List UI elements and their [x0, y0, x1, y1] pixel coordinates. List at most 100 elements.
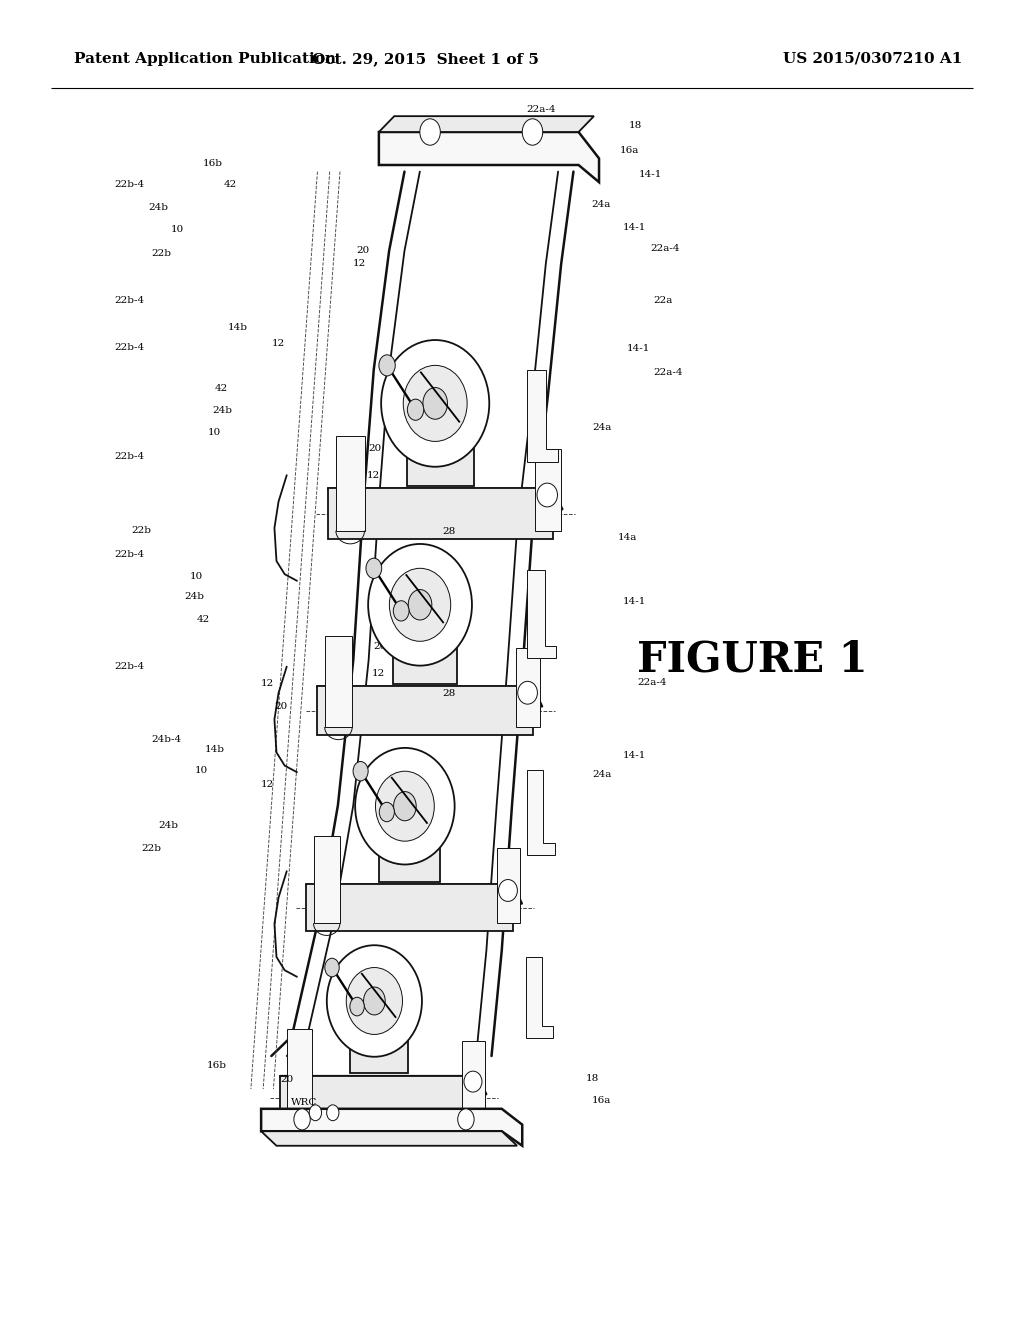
Text: 28: 28 — [442, 414, 456, 422]
Text: 14b: 14b — [205, 746, 225, 754]
Text: 22a-4: 22a-4 — [650, 244, 680, 252]
Text: 22a: 22a — [653, 297, 673, 305]
Text: 14a: 14a — [617, 533, 637, 541]
Text: 20: 20 — [281, 1076, 294, 1084]
Text: 22b: 22b — [141, 845, 162, 853]
Polygon shape — [393, 610, 469, 623]
Polygon shape — [280, 1076, 486, 1094]
Circle shape — [379, 803, 394, 822]
Circle shape — [458, 1109, 474, 1130]
Text: Patent Application Publication: Patent Application Publication — [74, 51, 336, 66]
Text: 12: 12 — [261, 780, 274, 788]
Text: 24b: 24b — [159, 821, 179, 829]
Ellipse shape — [403, 366, 467, 441]
Ellipse shape — [369, 544, 472, 665]
Circle shape — [420, 119, 440, 145]
Circle shape — [393, 792, 416, 821]
Polygon shape — [261, 1109, 522, 1146]
Ellipse shape — [499, 879, 517, 902]
Ellipse shape — [464, 1071, 482, 1092]
Ellipse shape — [389, 569, 451, 642]
Polygon shape — [526, 770, 555, 855]
Text: 20: 20 — [356, 247, 370, 255]
Text: 14-1: 14-1 — [639, 170, 663, 178]
Text: 14-1: 14-1 — [623, 223, 646, 231]
Text: 22b: 22b — [152, 249, 172, 257]
Text: 10: 10 — [171, 226, 184, 234]
Text: 24b: 24b — [148, 203, 169, 211]
Polygon shape — [316, 686, 543, 706]
Polygon shape — [526, 957, 553, 1038]
Text: 24b: 24b — [212, 407, 232, 414]
Polygon shape — [336, 436, 365, 531]
Circle shape — [393, 601, 409, 620]
Text: 10: 10 — [195, 767, 208, 775]
Circle shape — [423, 388, 447, 420]
Text: WRC: WRC — [291, 1098, 317, 1106]
Text: 10: 10 — [189, 573, 203, 581]
Text: 14-1: 14-1 — [623, 751, 646, 759]
Polygon shape — [379, 824, 440, 882]
Circle shape — [327, 1105, 339, 1121]
Polygon shape — [379, 132, 599, 182]
Text: 20: 20 — [381, 841, 394, 849]
Text: 28: 28 — [442, 689, 456, 697]
Circle shape — [294, 1109, 310, 1130]
Text: 12: 12 — [367, 471, 380, 479]
Text: 42: 42 — [197, 615, 210, 623]
Text: 22b-4: 22b-4 — [115, 181, 144, 189]
Text: 24b-4: 24b-4 — [152, 735, 181, 743]
Text: 14b: 14b — [227, 323, 248, 331]
Polygon shape — [379, 116, 594, 132]
Text: Oct. 29, 2015  Sheet 1 of 5: Oct. 29, 2015 Sheet 1 of 5 — [311, 51, 539, 66]
Text: 42: 42 — [223, 181, 237, 189]
Ellipse shape — [355, 748, 455, 865]
Text: 16b: 16b — [203, 160, 223, 168]
Circle shape — [364, 987, 385, 1015]
Polygon shape — [306, 884, 522, 904]
Ellipse shape — [518, 681, 538, 704]
Polygon shape — [316, 686, 534, 735]
Circle shape — [409, 590, 432, 620]
Text: 42: 42 — [215, 384, 228, 392]
Polygon shape — [313, 836, 340, 923]
Polygon shape — [349, 1018, 409, 1073]
Text: 22b-4: 22b-4 — [115, 663, 144, 671]
Circle shape — [350, 998, 365, 1016]
Circle shape — [366, 558, 382, 578]
Text: 24b: 24b — [184, 593, 205, 601]
Text: 22b-4: 22b-4 — [115, 297, 144, 305]
Text: 16a: 16a — [592, 1097, 611, 1105]
Polygon shape — [328, 488, 563, 510]
Text: 12: 12 — [271, 339, 285, 347]
Text: 22a-4: 22a-4 — [653, 368, 683, 376]
Circle shape — [379, 355, 395, 376]
Text: 22b-4: 22b-4 — [115, 550, 144, 558]
Text: 24a: 24a — [592, 771, 611, 779]
Ellipse shape — [346, 968, 402, 1035]
Text: 20: 20 — [369, 445, 382, 453]
Polygon shape — [527, 370, 558, 462]
Polygon shape — [306, 884, 513, 931]
Text: 12: 12 — [261, 680, 274, 688]
Polygon shape — [497, 847, 520, 923]
Polygon shape — [328, 488, 553, 539]
Text: FIGURE 1: FIGURE 1 — [637, 639, 868, 681]
Text: 14-1: 14-1 — [627, 345, 650, 352]
Circle shape — [353, 762, 369, 781]
Text: 24a: 24a — [592, 424, 611, 432]
Polygon shape — [527, 570, 556, 659]
Text: US 2015/0307210 A1: US 2015/0307210 A1 — [783, 51, 963, 66]
Text: 22a-4: 22a-4 — [526, 106, 556, 114]
Text: 18: 18 — [629, 121, 642, 129]
Polygon shape — [379, 812, 452, 824]
Circle shape — [408, 399, 424, 420]
Text: 20: 20 — [374, 643, 387, 651]
Polygon shape — [287, 1030, 312, 1113]
Text: 16a: 16a — [620, 147, 639, 154]
Circle shape — [522, 119, 543, 145]
Text: 10: 10 — [208, 429, 221, 437]
Circle shape — [309, 1105, 322, 1121]
Text: 22a-4: 22a-4 — [637, 678, 667, 686]
Text: 12: 12 — [379, 867, 392, 875]
